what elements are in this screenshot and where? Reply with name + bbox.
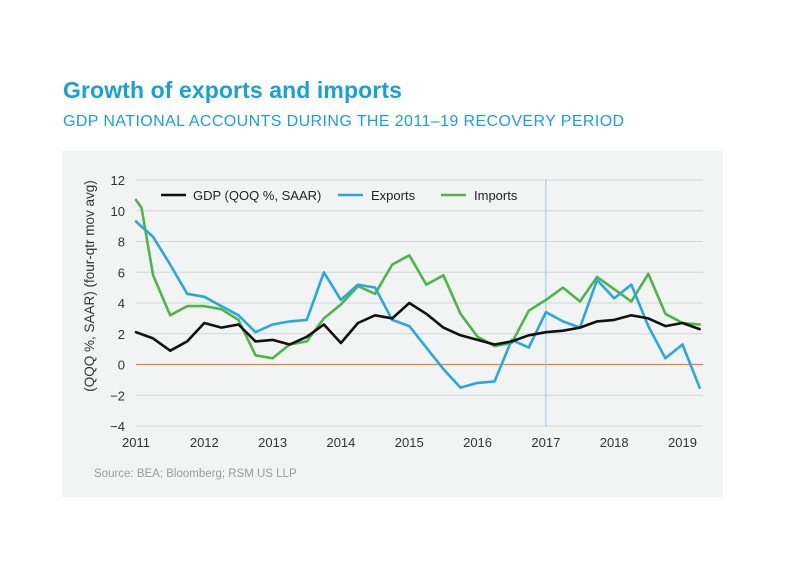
reference-lines xyxy=(136,180,703,426)
gridlines xyxy=(136,179,703,427)
chart-subtitle: GDP NATIONAL ACCOUNTS DURING THE 2011–19… xyxy=(63,113,625,130)
chart-panel: 12 10 8 6 4 2 0 −2 −4 2011 2012 2013 2014 2015 2016 20… xyxy=(62,151,723,497)
gdp-line xyxy=(134,301,701,352)
x-tick-label: 2017 xyxy=(531,435,560,450)
y-tick-label: −4 xyxy=(110,419,125,434)
legend-imports-label: Imports xyxy=(474,188,518,203)
chart-title: Growth of exports and imports xyxy=(63,77,402,103)
y-tick-label: 6 xyxy=(118,265,125,280)
imports-line xyxy=(134,198,701,360)
x-tick-label: 2013 xyxy=(258,435,287,450)
y-axis-ticks: 12 10 8 6 4 2 0 −2 −4 xyxy=(110,173,125,434)
legend-gdp-label: GDP (QOQ %, SAAR) xyxy=(193,188,321,203)
legend: GDP (QOQ %, SAAR) Exports Imports xyxy=(161,188,518,203)
x-tick-label: 2019 xyxy=(668,435,697,450)
y-tick-label: 8 xyxy=(118,235,125,250)
y-tick-label: 12 xyxy=(111,173,125,188)
x-tick-label: 2012 xyxy=(190,435,219,450)
x-tick-label: 2011 xyxy=(122,435,150,450)
x-tick-label: 2016 xyxy=(463,435,492,450)
y-tick-label: 2 xyxy=(118,327,125,342)
exports-line xyxy=(134,220,701,389)
legend-exports-label: Exports xyxy=(371,188,416,203)
x-tick-label: 2015 xyxy=(395,435,424,450)
y-axis-label: (QQQ %, SAAR) (four-qtr mov avg) xyxy=(82,180,97,392)
series-lines xyxy=(134,198,701,389)
y-tick-label: 0 xyxy=(118,358,125,373)
y-tick-label: 4 xyxy=(118,296,125,311)
y-tick-label: −2 xyxy=(110,388,125,403)
y-tick-label: 10 xyxy=(111,204,125,219)
source-note: Source: BEA; Bloomberg; RSM US LLP xyxy=(94,468,297,480)
x-tick-label: 2018 xyxy=(600,435,629,450)
x-tick-label: 2014 xyxy=(326,435,355,450)
x-axis-ticks: 2011 2012 2013 2014 2015 2016 2017 2018 2019 xyxy=(122,435,697,450)
